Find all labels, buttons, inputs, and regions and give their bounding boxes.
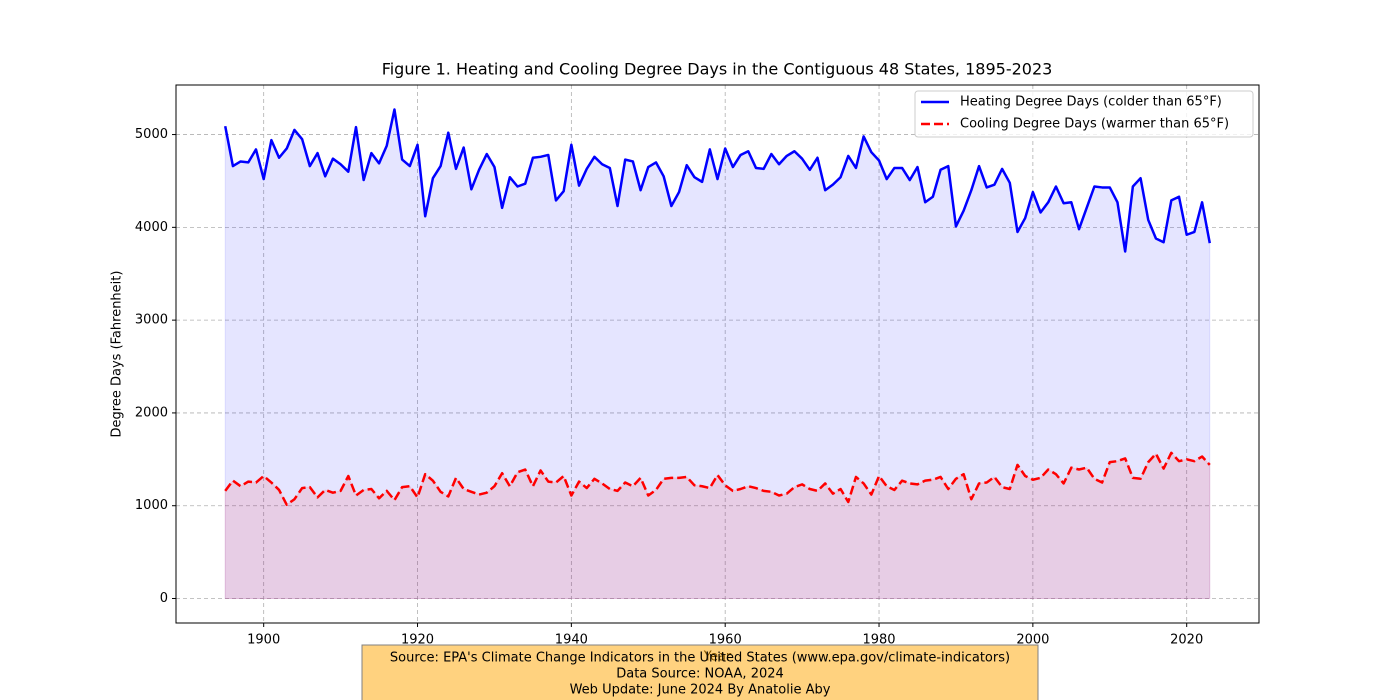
legend-label: Cooling Degree Days (warmer than 65°F) bbox=[960, 117, 1229, 132]
legend-box bbox=[914, 90, 1254, 138]
x-tick-label: 1980 bbox=[862, 633, 895, 648]
series-line bbox=[224, 451, 1211, 507]
footnote-line: Web Update: June 2024 By Anatolie Aby bbox=[570, 683, 831, 698]
x-tick-label: 1960 bbox=[709, 633, 742, 648]
x-tick-label: 1900 bbox=[247, 633, 280, 648]
x-tick-label: 1940 bbox=[555, 633, 588, 648]
y-tick-label: 5000 bbox=[135, 127, 168, 142]
y-tick-label: 0 bbox=[160, 591, 168, 606]
legend-label: Heating Degree Days (colder than 65°F) bbox=[960, 95, 1222, 110]
y-tick-label: 4000 bbox=[135, 220, 168, 235]
x-tick-label: 1920 bbox=[401, 633, 434, 648]
chart-title: Figure 1. Heating and Cooling Degree Day… bbox=[382, 60, 1053, 79]
x-tick-label: 2020 bbox=[1170, 633, 1203, 648]
footnote-line: Source: EPA's Climate Change Indicators … bbox=[390, 651, 1010, 666]
plot-frame bbox=[175, 84, 1260, 624]
y-tick-label: 3000 bbox=[135, 313, 168, 328]
y-tick-label: 1000 bbox=[135, 498, 168, 513]
series-line bbox=[224, 108, 1211, 253]
x-tick-label: 2000 bbox=[1016, 633, 1049, 648]
footnote-box bbox=[361, 644, 1039, 700]
y-axis-label: Degree Days (Fahrenheit) bbox=[110, 271, 125, 438]
y-tick-label: 2000 bbox=[135, 405, 168, 420]
footnote-line: Data Source: NOAA, 2024 bbox=[616, 667, 784, 682]
